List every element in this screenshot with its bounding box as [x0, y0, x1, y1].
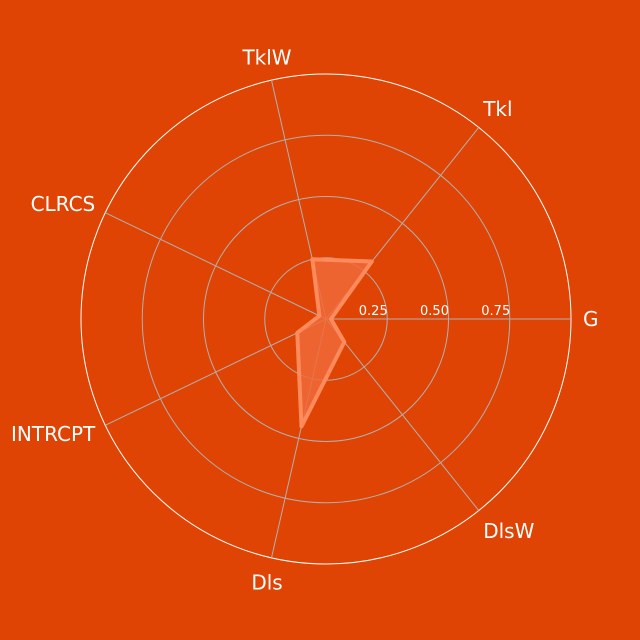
data-point-dls	[299, 424, 303, 428]
axis-label-tkl: Tkl	[482, 97, 512, 121]
label-layer: 0.25 0.50 0.75 G Tkl TklW CLRCS INTRCPT Dls DlsW	[11, 46, 598, 595]
axis-label-clrcs: CLRCS	[31, 192, 96, 216]
data-point-tklw	[310, 257, 314, 261]
data-point-dlsw	[342, 340, 346, 344]
axis-label-tklw: TklW	[241, 46, 291, 70]
spoke-intrcpt	[105, 318, 327, 426]
data-point-g	[329, 317, 333, 321]
r-tick-label: 0.25	[359, 304, 388, 319]
spoke-clrcs	[105, 212, 327, 320]
grid-layer	[80, 73, 572, 565]
spoke-dlsw	[325, 318, 480, 511]
axis-label-dlsw: DlsW	[483, 519, 534, 543]
axis-label-g: G	[583, 307, 599, 331]
data-point-tkl	[370, 260, 374, 264]
axis-label-dls: Dls	[251, 570, 282, 594]
r-tick-label: 0.75	[481, 304, 510, 319]
data-point-clrcs	[317, 314, 321, 318]
series-layer	[295, 257, 374, 429]
r-tick-label: 0.50	[420, 304, 449, 319]
data-point-intrcpt	[295, 331, 299, 335]
axis-label-intrcpt: INTRCPT	[11, 422, 96, 446]
series-polygon	[295, 257, 374, 429]
